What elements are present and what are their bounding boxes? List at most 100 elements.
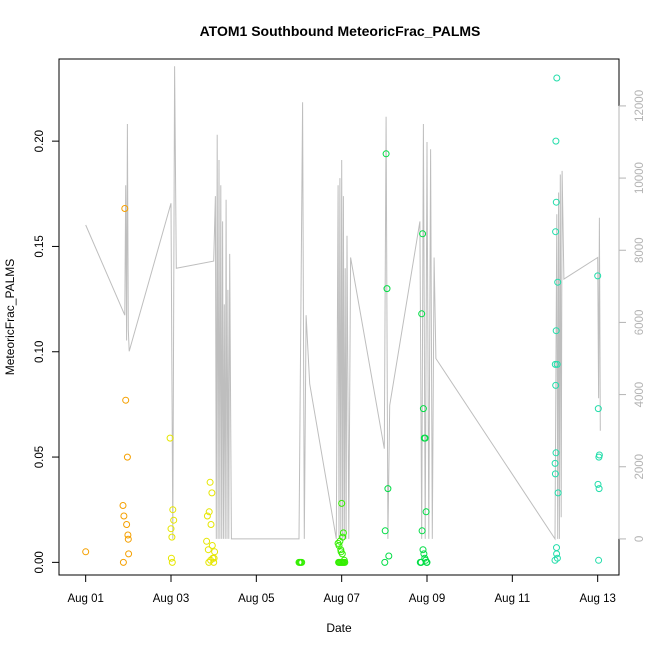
data-point xyxy=(423,558,431,566)
data-point xyxy=(418,527,426,535)
data-point xyxy=(552,381,560,389)
data-point xyxy=(167,525,175,533)
y2-tick-label: 0 xyxy=(634,536,646,542)
data-point xyxy=(207,521,215,528)
y-tick-label: 0.00 xyxy=(34,551,46,573)
data-point xyxy=(339,529,347,537)
data-point xyxy=(166,434,174,442)
data-point xyxy=(203,537,211,545)
data-point xyxy=(120,512,128,520)
data-point xyxy=(207,556,215,564)
data-point xyxy=(422,508,430,516)
data-point xyxy=(551,360,559,368)
x-axis-label: Date xyxy=(326,621,352,635)
data-point xyxy=(122,396,130,404)
altitude-track-line xyxy=(85,66,601,541)
data-point xyxy=(419,546,427,554)
data-point xyxy=(554,489,562,497)
data-point xyxy=(594,272,602,280)
data-point xyxy=(551,470,559,478)
data-point xyxy=(551,556,559,564)
data-point xyxy=(167,554,175,562)
data-point xyxy=(552,137,560,145)
data-point xyxy=(551,459,559,467)
data-point xyxy=(553,550,561,558)
data-point xyxy=(595,451,603,459)
data-point xyxy=(121,205,129,212)
data-point xyxy=(420,550,428,558)
data-point xyxy=(204,546,212,554)
data-point xyxy=(594,405,602,413)
data-point xyxy=(552,228,560,236)
x-tick-label: Aug 05 xyxy=(238,593,274,605)
data-point xyxy=(384,485,392,493)
y-tick-label: 0.15 xyxy=(34,235,46,257)
y2-tick-label: 2000 xyxy=(634,454,646,480)
data-point xyxy=(169,506,177,514)
y2-tick-label: 6000 xyxy=(634,310,646,336)
chart-title: ATOM1 Southbound MeteoricFrac_PALMS xyxy=(200,23,481,39)
data-point xyxy=(337,548,345,556)
data-point xyxy=(205,558,213,566)
data-point xyxy=(208,489,216,497)
data-point xyxy=(341,558,349,566)
data-point xyxy=(210,554,218,562)
x-tick-label: Aug 11 xyxy=(495,593,531,605)
y-tick-label: 0.20 xyxy=(34,130,46,152)
data-point xyxy=(419,230,427,238)
data-point xyxy=(382,150,390,158)
data-point xyxy=(595,485,603,493)
data-point xyxy=(205,508,213,516)
data-point xyxy=(124,535,132,543)
data-point xyxy=(554,278,562,286)
data-point xyxy=(125,550,133,558)
data-point xyxy=(553,360,561,368)
data-point xyxy=(339,533,347,541)
data-point xyxy=(381,527,389,535)
y2-tick-label: 10000 xyxy=(634,162,646,194)
x-axis: Aug 01 Aug 03 Aug 05 Aug 07 Aug 09 Aug 11 Aug … xyxy=(67,574,616,605)
y2-tick-label: 4000 xyxy=(634,382,646,408)
data-point xyxy=(552,449,560,457)
data-point xyxy=(421,434,429,442)
y-tick-label: 0.05 xyxy=(34,446,46,468)
data-point xyxy=(419,405,427,413)
data-point xyxy=(385,552,393,560)
y-axis: 0.00 0.05 0.10 0.15 0.20 xyxy=(34,130,60,574)
data-point xyxy=(203,512,211,520)
data-point xyxy=(552,327,560,335)
data-point xyxy=(82,548,90,556)
data-point xyxy=(383,285,391,293)
x-tick-label: Aug 07 xyxy=(323,593,359,605)
data-point xyxy=(552,198,560,206)
data-point xyxy=(338,499,346,507)
data-point xyxy=(168,558,176,566)
y-axis-label: MeteoricFrac_PALMS xyxy=(3,259,17,375)
data-point xyxy=(335,542,343,549)
data-point xyxy=(123,521,131,528)
data-point xyxy=(595,556,603,564)
data-point xyxy=(381,558,389,566)
x-tick-label: Aug 13 xyxy=(579,593,615,605)
data-point xyxy=(418,310,426,318)
data-point xyxy=(124,531,132,539)
x-tick-label: Aug 09 xyxy=(409,593,445,605)
x-tick-label: Aug 01 xyxy=(67,593,103,605)
y2-axis: 0 2000 4000 6000 8000 10000 12000 xyxy=(618,90,646,542)
data-point xyxy=(119,558,127,566)
data-point xyxy=(553,74,561,82)
y2-tick-label: 12000 xyxy=(634,90,646,122)
data-points-layer xyxy=(82,74,603,566)
y2-tick-label: 8000 xyxy=(634,237,646,263)
data-point xyxy=(168,533,176,541)
x-tick-label: Aug 03 xyxy=(153,593,189,605)
data-point xyxy=(416,558,424,566)
data-point xyxy=(170,516,178,524)
data-point xyxy=(594,480,602,488)
altitude-track-layer xyxy=(85,66,601,541)
data-point xyxy=(298,558,306,566)
data-point xyxy=(206,478,214,486)
y-tick-label: 0.10 xyxy=(34,341,46,363)
